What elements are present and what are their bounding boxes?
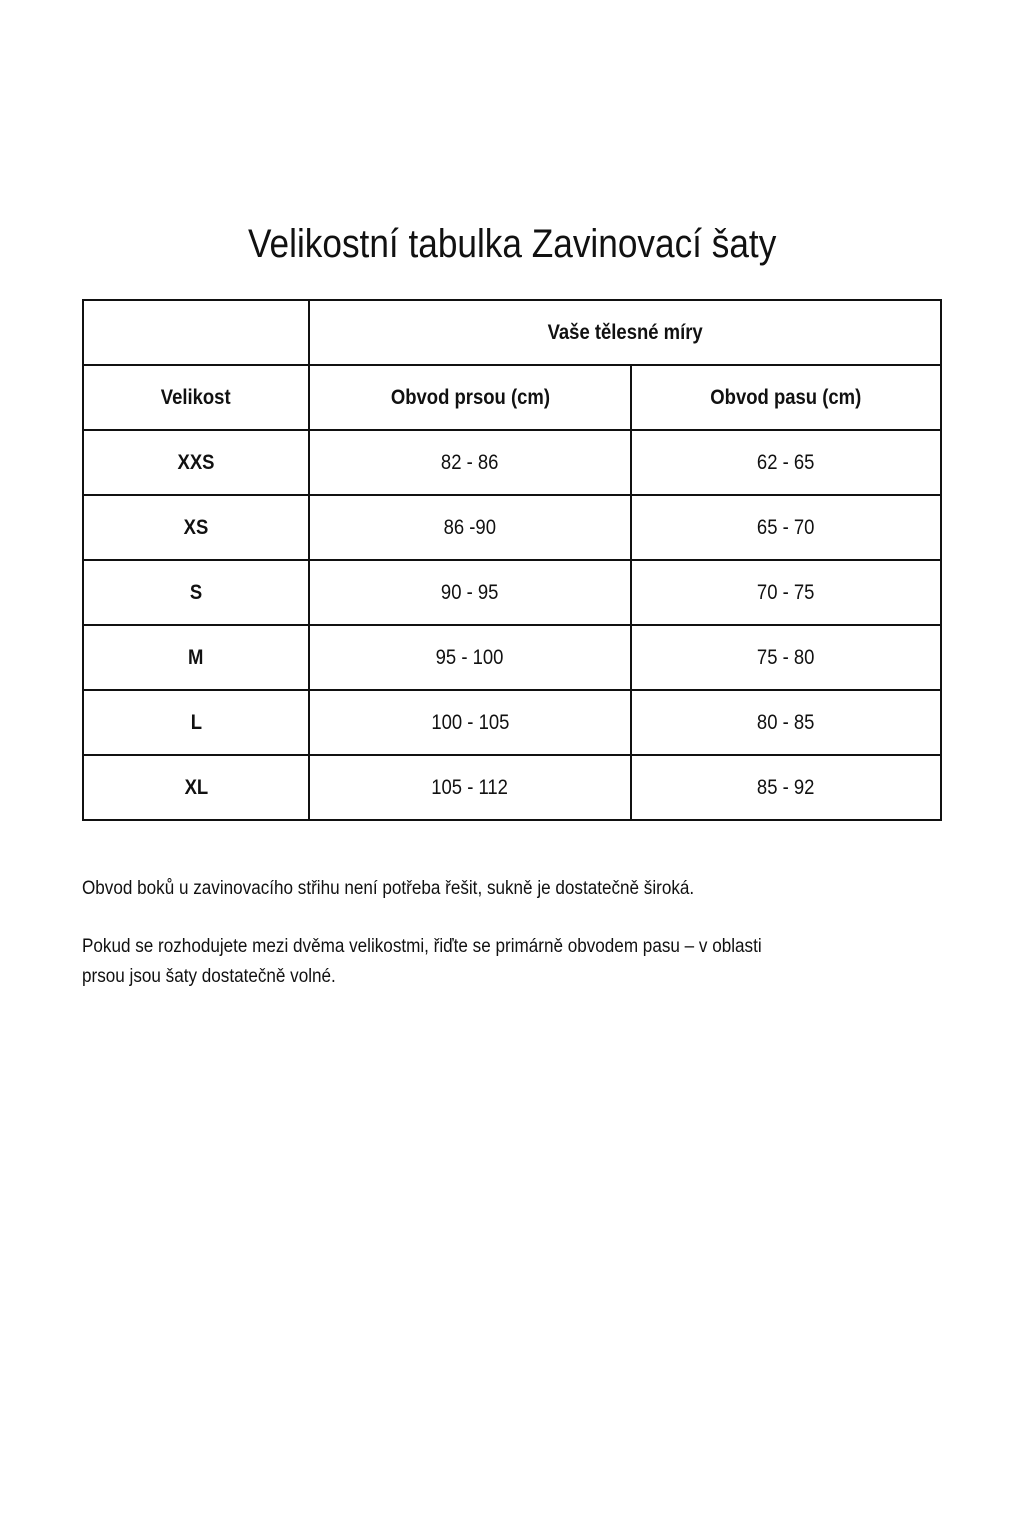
page-title-text: Velikostní tabulka Zavinovací šaty	[247, 222, 777, 266]
size-table: Vaše tělesné míry Velikost Obvod prsou (…	[82, 299, 942, 821]
cell-text: XXS	[177, 450, 215, 474]
note-hips: Obvod boků u zavinovacího střihu není po…	[82, 874, 922, 904]
group-header-text: Vaše tělesné míry	[547, 320, 703, 344]
cell-text: M	[188, 645, 204, 669]
cell-text: 85 - 92	[757, 775, 815, 799]
column-header-text: Velikost	[161, 385, 231, 409]
cell-text: XS	[183, 515, 209, 539]
cell-text: 86 -90	[443, 515, 497, 539]
table-cell: XS	[82, 494, 310, 561]
table-cell: 90 - 95	[308, 559, 632, 626]
table-row: XL 105 - 112 85 - 92	[82, 754, 942, 821]
column-header-row: Velikost Obvod prsou (cm) Obvod pasu (cm…	[82, 364, 942, 431]
column-header: Obvod prsou (cm)	[308, 364, 632, 431]
table-row: XXS 82 - 86 62 - 65	[82, 429, 942, 496]
table-cell: 75 - 80	[630, 624, 942, 691]
table-row: L 100 - 105 80 - 85	[82, 689, 942, 756]
group-header: Vaše tělesné míry	[308, 299, 942, 366]
cell-text: S	[189, 580, 203, 604]
cell-text: L	[190, 710, 202, 734]
table-cell: M	[82, 624, 310, 691]
cell-text: 65 - 70	[757, 515, 815, 539]
table-cell: XXS	[82, 429, 310, 496]
page-title: Velikostní tabulka Zavinovací šaty	[0, 222, 1024, 267]
cell-text: 90 - 95	[441, 580, 499, 604]
table-cell: 85 - 92	[630, 754, 942, 821]
table-cell: 82 - 86	[308, 429, 632, 496]
column-header: Obvod pasu (cm)	[630, 364, 942, 431]
table-cell: 86 -90	[308, 494, 632, 561]
cell-text: 75 - 80	[757, 645, 815, 669]
table-cell: 62 - 65	[630, 429, 942, 496]
table-cell: S	[82, 559, 310, 626]
cell-text: 62 - 65	[757, 450, 815, 474]
table-row: M 95 - 100 75 - 80	[82, 624, 942, 691]
table-cell: 70 - 75	[630, 559, 942, 626]
table-row: S 90 - 95 70 - 75	[82, 559, 942, 626]
table-row: XS 86 -90 65 - 70	[82, 494, 942, 561]
cell-text: 70 - 75	[757, 580, 815, 604]
group-header-row: Vaše tělesné míry	[82, 299, 942, 366]
empty-header-cell	[82, 299, 310, 366]
cell-text: 105 - 112	[431, 775, 509, 799]
cell-text: XL	[184, 775, 208, 799]
table-cell: 80 - 85	[630, 689, 942, 756]
note-text: Pokud se rozhodujete mezi dvěma velikost…	[82, 936, 762, 957]
table-cell: XL	[82, 754, 310, 821]
table-cell: 100 - 105	[308, 689, 632, 756]
column-header: Velikost	[82, 364, 310, 431]
column-header-text: Obvod prsou (cm)	[390, 385, 550, 409]
table-cell: 95 - 100	[308, 624, 632, 691]
note-sizing: Pokud se rozhodujete mezi dvěma velikost…	[82, 932, 922, 992]
table-cell: L	[82, 689, 310, 756]
cell-text: 95 - 100	[436, 645, 504, 669]
table-cell: 65 - 70	[630, 494, 942, 561]
column-header-text: Obvod pasu (cm)	[710, 385, 862, 409]
cell-text: 100 - 105	[430, 710, 510, 734]
note-text: Obvod boků u zavinovacího střihu není po…	[82, 878, 695, 899]
note-text: prsou jsou šaty dostatečně volné.	[82, 966, 336, 987]
cell-text: 80 - 85	[757, 710, 815, 734]
cell-text: 82 - 86	[441, 450, 499, 474]
table-cell: 105 - 112	[308, 754, 632, 821]
